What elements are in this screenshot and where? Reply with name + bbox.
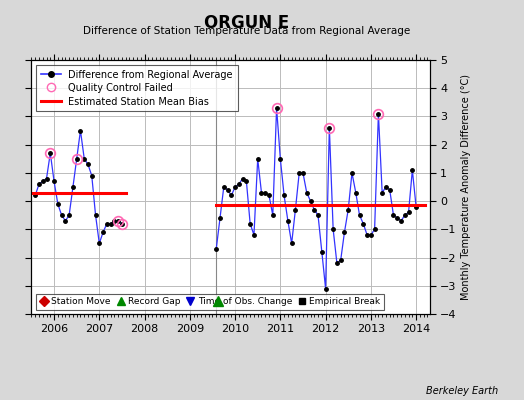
Text: Berkeley Earth: Berkeley Earth bbox=[425, 386, 498, 396]
Legend: Station Move, Record Gap, Time of Obs. Change, Empirical Break: Station Move, Record Gap, Time of Obs. C… bbox=[36, 294, 384, 310]
Text: Difference of Station Temperature Data from Regional Average: Difference of Station Temperature Data f… bbox=[83, 26, 410, 36]
Y-axis label: Monthly Temperature Anomaly Difference (°C): Monthly Temperature Anomaly Difference (… bbox=[461, 74, 471, 300]
Text: ORGUN E: ORGUN E bbox=[204, 14, 289, 32]
